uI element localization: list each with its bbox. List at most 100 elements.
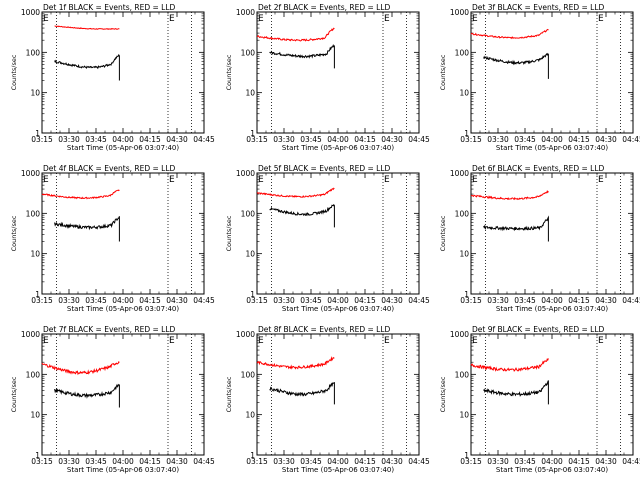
x-tick-label: 04:00 [327,296,349,305]
plot-frame [41,11,205,134]
x-axis-label: Start Time (05-Apr-06 03:07:40) [282,305,394,313]
y-tick-label: 1000 [21,8,40,17]
event-marker-label: E [258,175,264,185]
y-tick-label: 10 [30,89,40,98]
plot-frame [256,172,420,295]
x-tick-label: 04:30 [381,135,403,144]
event-marker-label: E [472,14,478,24]
y-axis-label: Counts/sec [10,376,18,412]
y-tick-label: 10 [245,250,255,259]
red-lld-series [41,361,120,376]
panel-det-2: Det 2f BLACK = Events, RED = LLD 1 10 100 10… [225,3,430,152]
x-tick-label: 03:30 [487,296,509,305]
panel-title: Det 2f BLACK = Events, RED = LLD [258,3,391,12]
y-tick-label: 1 [35,129,40,138]
event-marker-label: E [472,175,478,185]
y-tick-label: 100 [241,370,256,379]
y-tick-label: 1000 [236,8,255,17]
y-tick-label: 100 [26,209,41,218]
plot-frame [41,172,205,295]
y-axis-label: Counts/sec [439,54,447,90]
y-tick-label: 1 [35,451,40,460]
x-tick-label: 04:45 [193,296,215,305]
y-axis-label: Counts/sec [225,376,233,412]
y-tick-label: 10 [245,411,255,420]
x-tick-label: 04:15 [568,296,590,305]
x-tick-label: 04:45 [622,296,640,305]
x-tick-label: 04:30 [595,457,617,466]
black-events-series [269,203,335,228]
x-tick-label: 04:00 [112,135,134,144]
event-marker-label: E [472,336,478,346]
red-lld-series [54,25,120,30]
red-lld-series [256,27,335,42]
x-axis-label: Start Time (05-Apr-06 03:07:40) [282,466,394,474]
x-tick-label: 04:30 [381,457,403,466]
plot-frame [470,333,634,456]
y-tick-label: 10 [459,411,469,420]
x-axis-label: Start Time (05-Apr-06 03:07:40) [496,305,608,313]
event-marker-label: E [169,336,175,346]
x-tick-label: 04:00 [112,457,134,466]
event-marker-label: E [169,14,175,24]
panel-title: Det 9f BLACK = Events, RED = LLD [472,325,605,334]
x-tick-label: 03:15 [31,457,53,466]
x-tick-label: 03:45 [85,135,107,144]
event-marker-label: E [169,175,175,185]
y-tick-label: 1000 [450,8,469,17]
y-tick-label: 1 [250,451,255,460]
x-tick-label: 04:15 [139,135,161,144]
panel-title: Det 6f BLACK = Events, RED = LLD [472,164,605,173]
y-tick-label: 1000 [236,169,255,178]
x-tick-label: 04:45 [622,135,640,144]
x-tick-label: 04:00 [541,457,563,466]
event-marker-label: E [258,14,264,24]
y-tick-label: 100 [26,370,41,379]
y-tick-label: 100 [455,370,470,379]
x-tick-label: 04:45 [408,296,430,305]
panel-det-9: Det 9f BLACK = Events, RED = LLD 1 10 100 10… [439,325,640,474]
x-axis-label: Start Time (05-Apr-06 03:07:40) [67,144,179,152]
x-tick-label: 03:15 [31,135,53,144]
red-lld-series [470,358,549,372]
event-marker-label: E [43,336,49,346]
x-tick-label: 04:45 [193,457,215,466]
panel-det-4: Det 4f BLACK = Events, RED = LLD 1 10 100 10… [10,164,215,313]
x-tick-label: 03:15 [246,296,268,305]
x-tick-label: 04:15 [568,135,590,144]
x-tick-label: 03:30 [487,135,509,144]
y-tick-label: 10 [459,250,469,259]
panel-title: Det 4f BLACK = Events, RED = LLD [43,164,176,173]
x-tick-label: 03:30 [58,296,80,305]
y-tick-label: 1 [35,290,40,299]
x-tick-label: 04:45 [408,457,430,466]
x-tick-label: 04:45 [193,135,215,144]
x-tick-label: 04:00 [541,135,563,144]
x-tick-label: 03:45 [514,135,536,144]
black-events-series [483,380,549,405]
y-tick-label: 1 [464,451,469,460]
y-tick-label: 100 [241,48,256,57]
x-tick-label: 03:15 [460,135,482,144]
x-axis-label: Start Time (05-Apr-06 03:07:40) [282,144,394,152]
panel-title: Det 5f BLACK = Events, RED = LLD [258,164,391,173]
event-marker-label: E [384,14,390,24]
x-tick-label: 03:15 [31,296,53,305]
y-tick-label: 1000 [450,330,469,339]
event-marker-label: E [598,175,604,185]
plot-frame [256,11,420,134]
x-tick-label: 04:45 [622,457,640,466]
y-tick-label: 100 [455,209,470,218]
panel-title: Det 8f BLACK = Events, RED = LLD [258,325,391,334]
plot-frame [256,333,420,456]
red-lld-series [470,28,549,40]
x-tick-label: 03:45 [300,135,322,144]
event-marker-label: E [43,175,49,185]
y-tick-label: 1 [250,129,255,138]
y-tick-label: 1000 [21,330,40,339]
y-tick-label: 1000 [450,169,469,178]
x-tick-label: 04:30 [166,296,188,305]
panel-title: Det 1f BLACK = Events, RED = LLD [43,3,176,12]
